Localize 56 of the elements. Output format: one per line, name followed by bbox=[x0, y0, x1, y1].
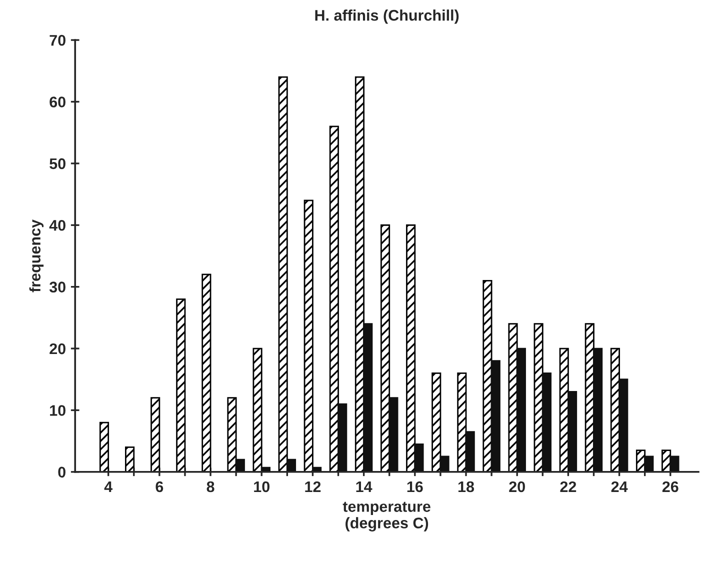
y-tick-label: 0 bbox=[58, 466, 66, 478]
x-tick-label: 8 bbox=[206, 481, 214, 492]
bar bbox=[568, 391, 578, 472]
bar bbox=[432, 372, 442, 472]
bar bbox=[202, 274, 212, 472]
x-axis-title: temperature (degrees C) bbox=[342, 502, 430, 532]
chart-title: H. affinis (Churchill) bbox=[315, 10, 459, 24]
bar bbox=[542, 372, 552, 472]
bar bbox=[278, 76, 288, 472]
bar bbox=[644, 456, 654, 472]
bar bbox=[593, 348, 603, 472]
bar bbox=[482, 280, 492, 472]
bar bbox=[490, 360, 500, 472]
bar bbox=[465, 431, 475, 472]
y-axis-title: frequency bbox=[29, 220, 44, 292]
bar bbox=[252, 348, 262, 472]
x-tick-label: 6 bbox=[156, 481, 164, 492]
bar bbox=[99, 422, 110, 472]
x-tick-label: 26 bbox=[662, 481, 678, 492]
bar bbox=[354, 76, 365, 472]
bar bbox=[508, 323, 518, 472]
bar bbox=[338, 403, 348, 472]
bar bbox=[670, 456, 680, 472]
x-tick-label: 16 bbox=[407, 481, 423, 492]
x-tick-label: 14 bbox=[356, 481, 372, 492]
bar bbox=[150, 397, 160, 472]
y-tick-label: 20 bbox=[50, 343, 66, 354]
x-tick-label: 18 bbox=[458, 481, 474, 492]
bar bbox=[380, 224, 390, 472]
x-tick-label: 10 bbox=[254, 481, 270, 492]
y-tick-label: 30 bbox=[49, 282, 66, 293]
y-tick-label: 10 bbox=[50, 405, 66, 416]
bar bbox=[516, 348, 526, 472]
x-tick-label: 20 bbox=[509, 481, 525, 492]
y-tick-label: 40 bbox=[49, 220, 66, 231]
bar bbox=[406, 224, 416, 472]
x-tick-label: 4 bbox=[104, 481, 112, 492]
bar bbox=[414, 443, 424, 472]
bar bbox=[176, 298, 186, 472]
x-tick-label: 12 bbox=[305, 481, 321, 492]
bar bbox=[440, 456, 450, 472]
bar bbox=[304, 200, 314, 472]
bar bbox=[125, 446, 135, 472]
x-tick-label: 24 bbox=[611, 481, 628, 492]
x-tick-label: 22 bbox=[560, 481, 576, 492]
bar bbox=[227, 397, 237, 472]
bar bbox=[457, 372, 467, 472]
bar bbox=[235, 458, 245, 472]
bar bbox=[286, 458, 296, 472]
y-tick-label: 50 bbox=[50, 158, 66, 170]
bar bbox=[618, 378, 628, 472]
y-tick-label: 70 bbox=[50, 34, 66, 46]
bar bbox=[388, 397, 398, 472]
y-tick-label: 60 bbox=[50, 96, 66, 108]
bar bbox=[329, 126, 339, 472]
bar bbox=[363, 323, 373, 472]
